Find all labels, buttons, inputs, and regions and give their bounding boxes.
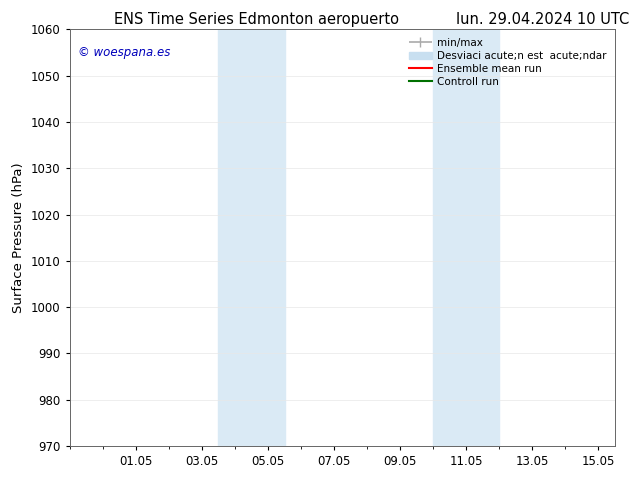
Text: ENS Time Series Edmonton aeropuerto: ENS Time Series Edmonton aeropuerto [114, 12, 399, 27]
Bar [433, 29, 500, 446]
Legend: min/max, Desviaci acute;n est  acute;ndar, Ensemble mean run, Controll run: min/max, Desviaci acute;n est acute;ndar… [406, 35, 610, 90]
Bar [219, 29, 285, 446]
Text: © woespana.es: © woespana.es [78, 46, 171, 59]
Text: lun. 29.04.2024 10 UTC: lun. 29.04.2024 10 UTC [456, 12, 630, 27]
Y-axis label: Surface Pressure (hPa): Surface Pressure (hPa) [13, 162, 25, 313]
